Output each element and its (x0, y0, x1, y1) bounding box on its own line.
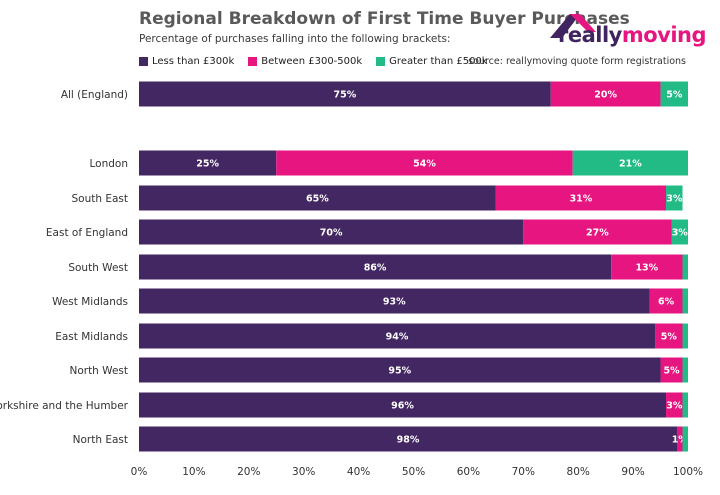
bar-label-west-midlands-between-300-500k: 6% (658, 297, 675, 308)
bar-london-greater-than-500k (572, 150, 688, 176)
house-roof-icon (550, 14, 596, 38)
x-tick-label: 100% (673, 466, 703, 478)
bar-east-midlands-between-300-500k (655, 323, 683, 349)
bar-south-east-less-than-300k (139, 185, 496, 211)
logo-wordmark: reallymoving (558, 23, 707, 47)
bar-label-yorkshire-and-the-humber-between-300-500k: 3% (666, 401, 683, 412)
bar-west-midlands-less-than-300k (139, 288, 650, 314)
bar-east-midlands-less-than-300k (139, 323, 656, 349)
bar-label-london-between-300-500k: 54% (413, 159, 436, 170)
bar-label-south-west-between-300-500k: 13% (635, 263, 658, 274)
bar-label-east-of-england-less-than-300k: 70% (320, 228, 343, 239)
bar-label-east-midlands-less-than-300k: 94% (386, 332, 409, 343)
bar-all-england-between-300-500k (550, 81, 661, 107)
legend-label-greater-than-500k: Greater than £500k (389, 56, 488, 67)
bar-label-north-east-less-than-300k: 98% (397, 435, 420, 446)
bar-label-north-west-between-300-500k: 5% (663, 366, 680, 377)
bar-south-west-greater-than-500k (682, 254, 688, 280)
legend: Less than £300k Between £300-500k Greate… (139, 56, 502, 67)
chart-subtitle: Percentage of purchases falling into the… (139, 33, 451, 45)
legend-item-greater-than-500k: Greater than £500k (376, 56, 488, 67)
bar-london-less-than-300k (139, 150, 277, 176)
category-label-london: London (90, 158, 129, 170)
bar-label-south-east-between-300-500k: 31% (570, 194, 593, 205)
bar-label-london-less-than-300k: 25% (196, 159, 219, 170)
category-label-yorkshire-and-the-humber: Yorkshire and the Humber (0, 400, 129, 412)
legend-item-less-than-300k: Less than £300k (139, 56, 234, 67)
logo-text-moving: moving (621, 23, 707, 47)
bar-south-east-greater-than-500k (666, 185, 683, 211)
bar-south-west-between-300-500k (611, 254, 683, 280)
bar-all-england-less-than-300k (139, 81, 551, 107)
x-tick-label: 60% (457, 466, 480, 478)
bar-all-england-greater-than-500k (660, 81, 688, 107)
legend-label-less-than-300k: Less than £300k (152, 56, 235, 67)
x-tick-label: 70% (512, 466, 535, 478)
category-label-all-england: All (England) (61, 89, 128, 101)
source-note: source: reallymoving quote form registra… (468, 56, 686, 67)
bar-label-south-east-greater-than-500k: 3% (666, 194, 683, 205)
bar-label-north-east-between-300-500k: 1% (672, 435, 689, 446)
bar-label-east-of-england-greater-than-500k: 3% (672, 228, 689, 239)
bar-west-midlands-between-300-500k (649, 288, 683, 314)
category-label-south-west: South West (68, 262, 128, 274)
bar-east-of-england-less-than-300k (139, 219, 524, 245)
logo-text-really: really (558, 23, 622, 47)
bar-east-midlands-greater-than-500k (682, 323, 688, 349)
chart-title: Regional Breakdown of First Time Buyer P… (139, 9, 630, 29)
bar-north-west-less-than-300k (139, 357, 661, 383)
bar-south-west-less-than-300k (139, 254, 612, 280)
x-tick-label: 80% (567, 466, 590, 478)
bar-north-west-between-300-500k (660, 357, 683, 383)
category-label-north-west: North West (69, 365, 128, 377)
bar-london-between-300-500k (276, 150, 573, 176)
bar-label-south-east-less-than-300k: 65% (306, 194, 329, 205)
bar-label-yorkshire-and-the-humber-less-than-300k: 96% (391, 401, 414, 412)
bar-label-west-midlands-less-than-300k: 93% (383, 297, 406, 308)
category-label-south-east: South East (71, 193, 128, 205)
legend-swatch-less-than-300k (139, 57, 148, 66)
bar-east-of-england-greater-than-500k (671, 219, 688, 245)
bar-label-all-england-less-than-300k: 75% (334, 90, 357, 101)
x-tick-label: 90% (621, 466, 644, 478)
x-tick-label: 0% (131, 466, 148, 478)
bar-yorkshire-and-the-humber-between-300-500k (666, 392, 683, 418)
reallymoving-logo: reallymoving (544, 10, 707, 50)
bar-south-east-between-300-500k (495, 185, 667, 211)
bar-label-south-west-less-than-300k: 86% (364, 263, 387, 274)
bar-north-west-greater-than-500k (682, 357, 688, 383)
legend-item-300-500k: Between £300-500k (248, 56, 362, 67)
bar-label-east-of-england-between-300-500k: 27% (586, 228, 609, 239)
bar-east-of-england-between-300-500k (523, 219, 672, 245)
bar-label-all-england-greater-than-500k: 5% (666, 90, 683, 101)
x-tick-label: 20% (237, 466, 260, 478)
bar-label-north-west-less-than-300k: 95% (388, 366, 411, 377)
legend-label-300-500k: Between £300-500k (261, 56, 363, 67)
bar-north-east-greater-than-500k (682, 426, 688, 452)
category-label-north-east: North East (73, 434, 128, 446)
bar-label-all-england-between-300-500k: 20% (594, 90, 617, 101)
bar-yorkshire-and-the-humber-greater-than-500k (682, 392, 688, 418)
x-tick-label: 40% (347, 466, 370, 478)
x-tick-label: 30% (292, 466, 315, 478)
bar-yorkshire-and-the-humber-less-than-300k (139, 392, 667, 418)
category-label-east-of-england: East of England (46, 227, 128, 239)
legend-swatch-greater-than-500k (376, 57, 386, 66)
x-tick-label: 10% (182, 466, 205, 478)
bar-north-east-less-than-300k (139, 426, 678, 452)
bar-label-london-greater-than-500k: 21% (619, 159, 642, 170)
bar-west-midlands-greater-than-500k (682, 288, 688, 314)
legend-swatch-300-500k (248, 57, 258, 66)
bar-label-east-midlands-between-300-500k: 5% (661, 332, 678, 343)
x-tick-label: 50% (402, 466, 425, 478)
bar-north-east-between-300-500k (677, 426, 683, 452)
category-label-west-midlands: West Midlands (52, 296, 128, 308)
category-label-east-midlands: East Midlands (55, 331, 128, 343)
